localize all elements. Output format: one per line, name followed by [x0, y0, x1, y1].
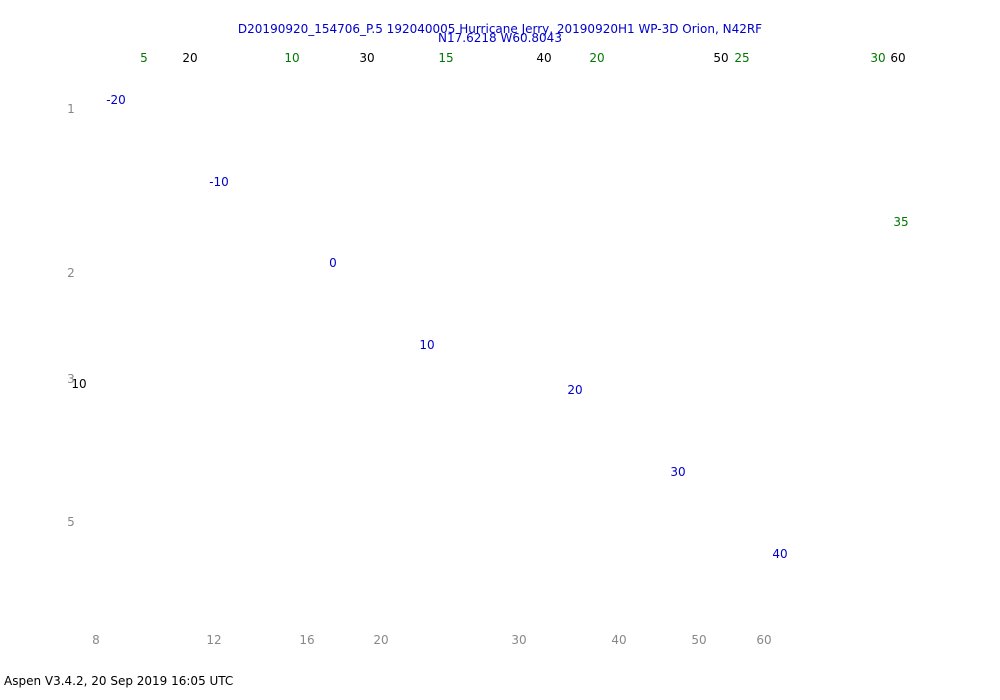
mixing-ratio-label: 12 — [206, 633, 221, 647]
mixing-ratio-label: 20 — [373, 633, 388, 647]
isotherm-label: 10 — [419, 338, 434, 352]
dry-adiabat-label: 30 — [359, 51, 374, 65]
dry-adiabat-label: 60 — [890, 51, 905, 65]
height-label: 5 — [67, 515, 75, 529]
height-label: 1 — [67, 102, 75, 116]
moist-adiabat-label: 15 — [438, 51, 453, 65]
dry-adiabat-label: 40 — [536, 51, 551, 65]
moist-adiabat-label: 5 — [140, 51, 148, 65]
moist-adiabat-label: 10 — [284, 51, 299, 65]
chart-title-line2: N17.6218 W60.8043 — [438, 31, 562, 45]
height-label: 2 — [67, 266, 75, 280]
dry-adiabat-label: 50 — [713, 51, 728, 65]
mixing-ratio-label: 30 — [511, 633, 526, 647]
height-label: 3 — [67, 372, 75, 386]
moist-adiabat-label: 20 — [589, 51, 604, 65]
footer-text: Aspen V3.4.2, 20 Sep 2019 16:05 UTC — [4, 674, 234, 688]
dry-adiabat-label: 20 — [182, 51, 197, 65]
moist-adiabat-label: 25 — [734, 51, 749, 65]
isotherm-label: 30 — [670, 465, 685, 479]
chart-title-line1: D20190920_154706_P.5 192040005 Hurricane… — [238, 22, 762, 36]
mixing-ratio-label: 40 — [611, 633, 626, 647]
mixing-ratio-label: 60 — [756, 633, 771, 647]
mixing-ratio-label: 8 — [92, 633, 100, 647]
isotherm-label: -20 — [106, 93, 126, 107]
moist-adiabat-label: 30 — [870, 51, 885, 65]
moist-adiabat-label: 35 — [893, 215, 908, 229]
mixing-ratio-label: 50 — [691, 633, 706, 647]
dry-adiabat-label: 10 — [71, 377, 86, 391]
isotherm-label: 0 — [329, 256, 337, 270]
isotherm-label: 20 — [567, 383, 582, 397]
isotherm-label: -10 — [209, 175, 229, 189]
isotherm-label: 40 — [772, 547, 787, 561]
mixing-ratio-label: 16 — [299, 633, 314, 647]
